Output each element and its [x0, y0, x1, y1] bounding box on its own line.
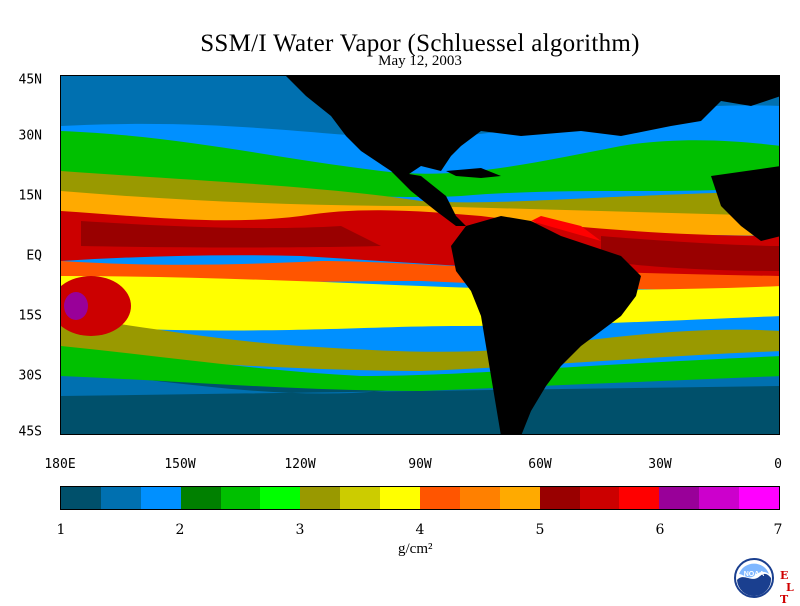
- noaa-logo-icon: NOAA: [734, 558, 774, 598]
- colorbar-segment: [579, 487, 620, 509]
- colorbar-segment: [300, 487, 341, 509]
- colorbar-segment: [619, 487, 660, 509]
- colorbar-segment: [100, 487, 141, 509]
- south-america-landmass: [451, 216, 641, 434]
- lon-label: 90W: [408, 457, 432, 472]
- colorbar-segment: [260, 487, 301, 509]
- itcz-core-west: [81, 221, 381, 248]
- colorbar-segment: [699, 487, 740, 509]
- colorbar-segment: [499, 487, 540, 509]
- south-band-mid: [61, 361, 779, 396]
- colorbar-segment: [539, 487, 580, 509]
- colorbar-tick: 4: [415, 522, 425, 538]
- lat-label: 45N: [18, 72, 42, 88]
- colorbar-tick: 2: [175, 522, 185, 538]
- map-date: May 12, 2003: [378, 53, 462, 69]
- water-vapor-map: [60, 75, 780, 435]
- itcz-core-east: [601, 236, 779, 271]
- lon-label: 180E: [44, 457, 76, 472]
- lat-label: EQ: [26, 248, 42, 264]
- etl-letter: E: [780, 569, 789, 582]
- colorbar-tick: 7: [773, 522, 783, 538]
- page-title: SSM/I Water Vapor (Schluessel algorithm): [200, 30, 640, 57]
- south-green-band: [61, 346, 779, 391]
- colorbar-segment: [340, 487, 381, 509]
- lat-label: 15N: [18, 188, 42, 204]
- colorbar-tick: 1: [56, 522, 66, 538]
- lat-label: 45S: [18, 424, 42, 440]
- colorbar-tick: 5: [535, 522, 545, 538]
- lon-label: 0: [774, 457, 782, 472]
- colorbar-segment: [659, 487, 700, 509]
- south-olive-band: [61, 316, 779, 371]
- colorbar-segment: [61, 487, 101, 509]
- colorbar-segment: [220, 487, 261, 509]
- lat-label: 30S: [18, 368, 42, 384]
- warm-pool: [61, 276, 131, 336]
- map-svg: [61, 76, 779, 434]
- africa-landmass: [711, 166, 779, 241]
- colorbar-tick: 6: [655, 522, 665, 538]
- colorbar-segment: [459, 487, 500, 509]
- colorbar-segment: [420, 487, 460, 509]
- colorbar-tick: 3: [295, 522, 305, 538]
- north-america-landmass: [286, 76, 779, 176]
- noaa-logo-text: NOAA: [744, 571, 765, 578]
- lon-label: 150W: [164, 457, 196, 472]
- colorbar: [60, 486, 780, 510]
- colorbar-segment: [140, 487, 181, 509]
- amazon-coast-moisture: [531, 216, 601, 241]
- etl-letter: L: [786, 581, 794, 594]
- colorbar-units: g/cm²: [398, 541, 433, 557]
- lon-label: 120W: [284, 457, 316, 472]
- central-america-landmass: [391, 171, 466, 226]
- lat-label: 30N: [18, 128, 42, 144]
- north-green-band: [61, 131, 779, 197]
- etl-mark: E L T: [780, 570, 800, 606]
- lat-label: 15S: [18, 308, 42, 324]
- warm-pool-core: [64, 292, 88, 320]
- caribbean-islands: [446, 168, 501, 178]
- lon-label: 30W: [648, 457, 672, 472]
- colorbar-segment: [180, 487, 221, 509]
- colorbar-segment: [380, 487, 421, 509]
- lon-label: 60W: [528, 457, 552, 472]
- colorbar-segment: [739, 487, 780, 509]
